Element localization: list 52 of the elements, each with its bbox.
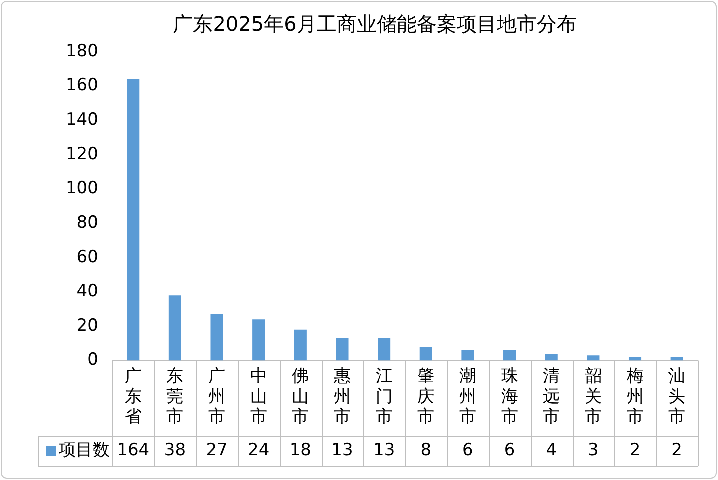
data-label: 3 bbox=[588, 440, 599, 460]
y-tick-label: 140 bbox=[66, 110, 98, 130]
bar bbox=[294, 330, 307, 361]
y-tick-label: 20 bbox=[76, 316, 98, 336]
y-tick-label: 40 bbox=[76, 282, 98, 302]
legend-label: 项目数 bbox=[59, 440, 110, 460]
bar bbox=[168, 296, 182, 361]
data-label: 2 bbox=[672, 440, 682, 460]
x-tick-label: 梅州市 bbox=[626, 366, 644, 428]
y-tick-label: 120 bbox=[66, 144, 98, 164]
y-tick-label: 80 bbox=[76, 212, 98, 233]
x-tick-label: 广州市 bbox=[208, 366, 226, 428]
x-tick-label: 江门市 bbox=[376, 366, 393, 428]
y-tick-label: 100 bbox=[66, 178, 98, 199]
data-label: 6 bbox=[462, 440, 474, 460]
x-tick-label: 佛山市 bbox=[292, 366, 310, 428]
bar bbox=[545, 354, 558, 361]
data-label: 4 bbox=[546, 440, 558, 460]
x-tick-label: 东莞市 bbox=[166, 366, 184, 428]
bar bbox=[378, 338, 391, 361]
bar bbox=[587, 356, 600, 361]
y-tick-label: 0 bbox=[88, 350, 98, 370]
data-label: 24 bbox=[248, 440, 270, 460]
x-tick-label: 中山市 bbox=[250, 366, 268, 428]
bar bbox=[127, 79, 140, 361]
x-tick-label: 珠海市 bbox=[501, 366, 518, 428]
data-label: 13 bbox=[373, 440, 396, 460]
x-tick-label: 清远市 bbox=[543, 366, 560, 428]
bar bbox=[420, 347, 432, 361]
x-tick-label: 汕头市 bbox=[668, 366, 686, 428]
data-label: 13 bbox=[332, 440, 354, 460]
data-label: 164 bbox=[117, 440, 150, 460]
bar bbox=[336, 338, 349, 361]
bar bbox=[210, 314, 224, 361]
y-tick-label: 160 bbox=[66, 76, 98, 96]
x-tick-label: 潮州市 bbox=[459, 366, 476, 428]
bar bbox=[252, 320, 266, 361]
data-label: 8 bbox=[420, 440, 432, 460]
x-tick-label: 韶关市 bbox=[584, 366, 602, 428]
x-tick-label: 广东省 bbox=[124, 366, 142, 428]
data-label: 18 bbox=[290, 440, 312, 460]
data-label: 38 bbox=[164, 440, 186, 460]
chart-title: 广东2025年6月工商业储能备案项目地市分布 bbox=[173, 12, 577, 36]
x-tick-label: 惠州市 bbox=[332, 366, 351, 428]
y-tick-label: 180 bbox=[66, 41, 98, 62]
data-label: 6 bbox=[504, 440, 516, 460]
bar bbox=[504, 350, 516, 361]
bar bbox=[462, 350, 474, 361]
data-label: 2 bbox=[630, 440, 641, 460]
x-tick-label: 肇庆市 bbox=[418, 366, 435, 428]
data-label: 27 bbox=[206, 440, 228, 460]
y-tick-label: 60 bbox=[76, 247, 98, 268]
